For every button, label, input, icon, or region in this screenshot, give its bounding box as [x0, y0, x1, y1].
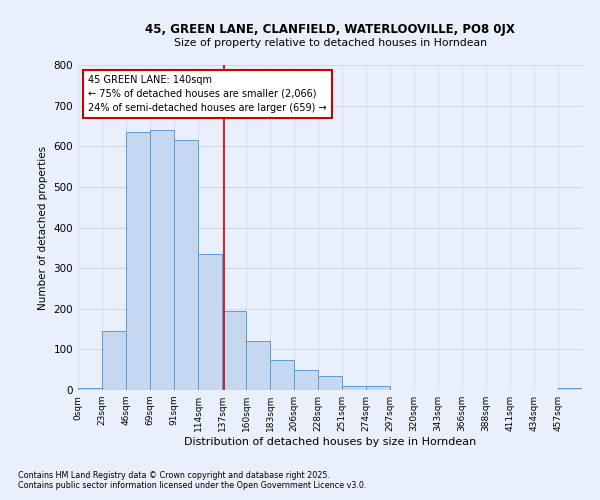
Bar: [174, 140, 198, 390]
Bar: [318, 376, 342, 390]
Bar: [222, 311, 246, 390]
Text: Size of property relative to detached houses in Horndean: Size of property relative to detached ho…: [173, 38, 487, 48]
Bar: [558, 388, 582, 390]
Bar: [150, 130, 174, 390]
Bar: [78, 388, 102, 390]
X-axis label: Distribution of detached houses by size in Horndean: Distribution of detached houses by size …: [184, 437, 476, 447]
Text: 45 GREEN LANE: 140sqm
← 75% of detached houses are smaller (2,066)
24% of semi-d: 45 GREEN LANE: 140sqm ← 75% of detached …: [88, 74, 327, 113]
Bar: [126, 132, 150, 390]
Text: Contains public sector information licensed under the Open Government Licence v3: Contains public sector information licen…: [18, 481, 367, 490]
Bar: [270, 360, 294, 390]
Bar: [366, 386, 390, 390]
Bar: [102, 331, 126, 390]
Bar: [246, 341, 270, 390]
Y-axis label: Number of detached properties: Number of detached properties: [38, 146, 48, 310]
Text: 45, GREEN LANE, CLANFIELD, WATERLOOVILLE, PO8 0JX: 45, GREEN LANE, CLANFIELD, WATERLOOVILLE…: [145, 22, 515, 36]
Bar: [342, 386, 366, 390]
Text: Contains HM Land Registry data © Crown copyright and database right 2025.: Contains HM Land Registry data © Crown c…: [18, 471, 330, 480]
Bar: [198, 254, 222, 390]
Bar: [294, 370, 318, 390]
